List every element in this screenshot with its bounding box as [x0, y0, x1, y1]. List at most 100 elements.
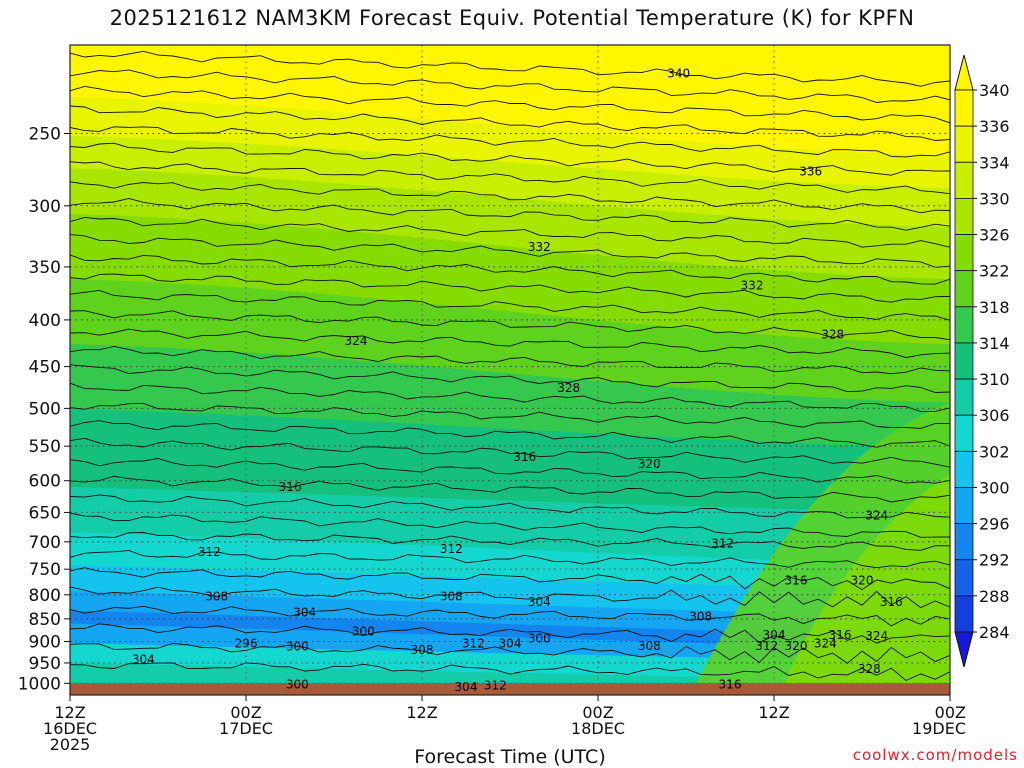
contour-label: 328: [557, 381, 580, 395]
colorbar-label: 302: [979, 442, 1010, 461]
contour-label: 320: [851, 574, 874, 588]
contour-line: [70, 198, 950, 231]
colorbar-label: 330: [979, 189, 1010, 208]
contour-line: [70, 289, 950, 321]
contour-label: 300: [352, 625, 375, 639]
contour-label: 304: [499, 637, 522, 651]
contour-line: [70, 550, 950, 569]
contour-line: [70, 328, 950, 359]
contour-line: [70, 494, 950, 519]
contour-line: [70, 161, 950, 195]
y-tick-label: 350: [29, 258, 61, 278]
contour-label: 340: [667, 67, 690, 81]
contour-label: 316: [880, 595, 903, 609]
contour-label: 308: [440, 589, 463, 603]
contour-label: 316: [829, 628, 852, 642]
contour-label: 312: [755, 639, 778, 653]
y-tick-label: 950: [29, 654, 61, 674]
contour-line: [70, 567, 950, 591]
contour-label: 300: [286, 677, 309, 691]
contour-label: 328: [858, 662, 881, 676]
contour-label: 316: [719, 677, 742, 691]
contour-label: 332: [741, 279, 764, 293]
y-tick-label: 250: [29, 124, 61, 144]
y-tick-label: 750: [29, 560, 61, 580]
contour-label: 312: [198, 545, 221, 559]
colorbar-cell: [954, 270, 974, 308]
y-tick-label: 1000: [18, 674, 61, 694]
contour-line: [70, 310, 950, 341]
colorbar-cell: [954, 342, 974, 380]
contour-label: 328: [821, 327, 844, 341]
chart-title: 2025121612 NAM3KM Forecast Equiv. Potent…: [109, 6, 915, 30]
contour-label: 304: [528, 595, 551, 609]
colorbar-cell: [954, 234, 974, 272]
y-tick-label: 700: [29, 533, 61, 553]
x-tick-label: 17DEC: [219, 719, 273, 738]
colorbar-label: 310: [979, 370, 1010, 389]
contour-line: [70, 532, 950, 551]
colorbar-cell: [954, 559, 974, 597]
contour-line: [70, 623, 950, 644]
colorbar-label: 334: [979, 153, 1010, 172]
y-tick-label: 550: [29, 437, 61, 457]
y-tick-label: 900: [29, 632, 61, 652]
colorbar-label: 314: [979, 334, 1010, 353]
colorbar-top-arrow: [954, 54, 974, 91]
colorbar-cell: [954, 161, 974, 199]
colorbar-label: 336: [979, 117, 1010, 136]
contour-line: [70, 181, 950, 214]
y-tick-label: 500: [29, 399, 61, 419]
x-tick-label: 12Z: [758, 703, 789, 722]
x-tick-label: 00Z: [582, 703, 613, 722]
contour-label: 312: [440, 542, 463, 556]
contour-label: 324: [814, 637, 837, 651]
colorbar-cell: [954, 487, 974, 525]
contour-label: 320: [638, 457, 661, 471]
y-tick-label: 600: [29, 472, 61, 492]
contour-label: 312: [462, 637, 485, 651]
credit-link[interactable]: coolwx.com/models: [852, 746, 1018, 764]
contour-label: 312: [484, 678, 507, 692]
contour-line: [70, 586, 950, 609]
contour-label: 304: [293, 606, 316, 620]
y-tick-label: 400: [29, 311, 61, 331]
colorbar-label: 300: [979, 478, 1010, 497]
contour-line: [70, 458, 950, 484]
x-tick-label: 12Z: [406, 703, 437, 722]
contour-line: [70, 642, 950, 664]
y-tick-label: 850: [29, 610, 61, 630]
colorbar-cell: [954, 306, 974, 344]
contour-label: 308: [689, 609, 712, 623]
contour-line: [70, 475, 950, 503]
colorbar-label: 284: [979, 623, 1010, 642]
colorbar-label: 340: [979, 81, 1010, 100]
x-tick-label: 19DEC: [912, 719, 966, 738]
contour-label: 324: [865, 629, 888, 643]
colorbar-cell: [954, 414, 974, 452]
contour-line: [70, 512, 950, 538]
contour-label: 308: [411, 643, 434, 657]
contour-label: 316: [513, 450, 536, 464]
contour-label: 320: [785, 639, 808, 653]
y-tick-label: 300: [29, 197, 61, 217]
contour-line: [70, 216, 950, 248]
x-tick-label: 00Z: [935, 703, 966, 722]
x-tick-label: 2025: [50, 735, 91, 754]
contour-line: [70, 126, 950, 158]
y-tick-label: 800: [29, 586, 61, 606]
contour-label: 308: [205, 589, 228, 603]
colorbar-label: 306: [979, 406, 1010, 425]
colorbar-label: 288: [979, 587, 1010, 606]
contour-line: [70, 345, 950, 375]
plot-frame: [69, 44, 951, 696]
colorbar-label: 322: [979, 262, 1010, 281]
contour-line: [70, 85, 950, 124]
contour-label: 304: [132, 653, 155, 667]
colorbar-cell: [954, 125, 974, 163]
contour-line: [70, 364, 950, 393]
contour-line: [70, 69, 950, 103]
contour-label: 324: [865, 508, 888, 522]
y-tick-label: 450: [29, 358, 61, 378]
